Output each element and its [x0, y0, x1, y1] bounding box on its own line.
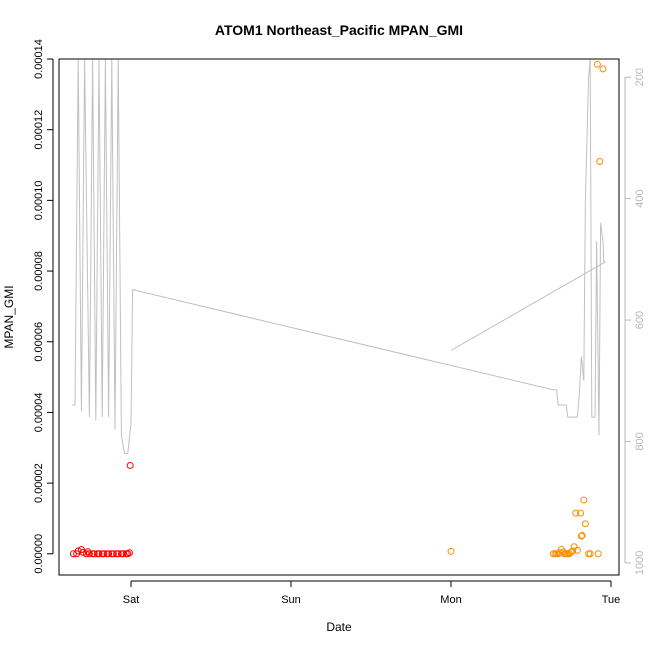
y-tick-label-3: 0.00006 — [33, 322, 45, 362]
series-0-point-4 — [79, 548, 87, 556]
data-marks — [69, 59, 607, 558]
series-1-point-15 — [572, 509, 580, 517]
y-tick-label-2: 0.00004 — [33, 393, 45, 433]
y2-tick-label-3: 800 — [634, 432, 646, 450]
y-tick-label-5: 0.00010 — [33, 180, 45, 220]
x-tick-label-2: Mon — [440, 594, 461, 606]
series-2-line — [71, 59, 607, 455]
series-1-point-21 — [581, 520, 589, 528]
series-1-point-23 — [586, 550, 594, 558]
chart-title: ATOM1 Northeast_Pacific MPAN_GMI — [215, 22, 463, 38]
x-tick-label-3: Tue — [602, 594, 621, 606]
series-1-point-13 — [569, 547, 577, 555]
y2-tick-label-1: 400 — [634, 189, 646, 207]
series-0-point-25 — [126, 461, 134, 469]
y-axis-label: MPAN_GMI — [2, 285, 16, 348]
plot-frame — [58, 58, 620, 576]
y-tick-label-4: 0.00008 — [33, 251, 45, 291]
series-0-point-13 — [100, 550, 108, 558]
series-1-point-18 — [577, 532, 585, 540]
series-0-point-2 — [74, 547, 82, 555]
x-tick-label-1: Sun — [281, 594, 301, 606]
y-tick-label-6: 0.00012 — [33, 110, 45, 150]
series-1-point-19 — [578, 531, 586, 539]
series-0-point-7 — [85, 550, 93, 558]
series-0-point-21 — [119, 550, 127, 558]
series-0-point-19 — [114, 550, 122, 558]
series-1-point-26 — [599, 65, 607, 73]
series-0-point-17 — [109, 550, 117, 558]
series-1-point-0 — [447, 547, 455, 555]
series-0-point-11 — [95, 550, 103, 558]
series-1-point-24 — [593, 60, 601, 68]
series-0-point-15 — [105, 550, 113, 558]
x-tick-label-0: Sat — [123, 594, 140, 606]
series-1-point-27 — [594, 550, 602, 558]
y-tick-label-7: 0.00014 — [33, 39, 45, 79]
x-axis-label: Date — [326, 620, 352, 634]
y2-tick-label-2: 600 — [634, 311, 646, 329]
plot-area: Sat Sun Mon Tue 0.00000 0.00002 0.00004 0.00006… — [33, 39, 646, 606]
series-1-point-20 — [580, 496, 588, 504]
series-0-point-24 — [125, 549, 133, 557]
series-0-point-23 — [124, 550, 132, 558]
series-1-point-17 — [577, 509, 585, 517]
y2-tick-label-0: 200 — [634, 68, 646, 86]
series-1-point-16 — [573, 546, 581, 554]
y2-tick-label-4: 1000 — [634, 551, 646, 575]
series-1-point-25 — [596, 157, 604, 165]
y-tick-label-0: 0.00000 — [33, 534, 45, 574]
series-0-point-9 — [90, 550, 98, 558]
y-tick-label-1: 0.00002 — [33, 463, 45, 503]
series-1-point-12 — [567, 548, 575, 556]
